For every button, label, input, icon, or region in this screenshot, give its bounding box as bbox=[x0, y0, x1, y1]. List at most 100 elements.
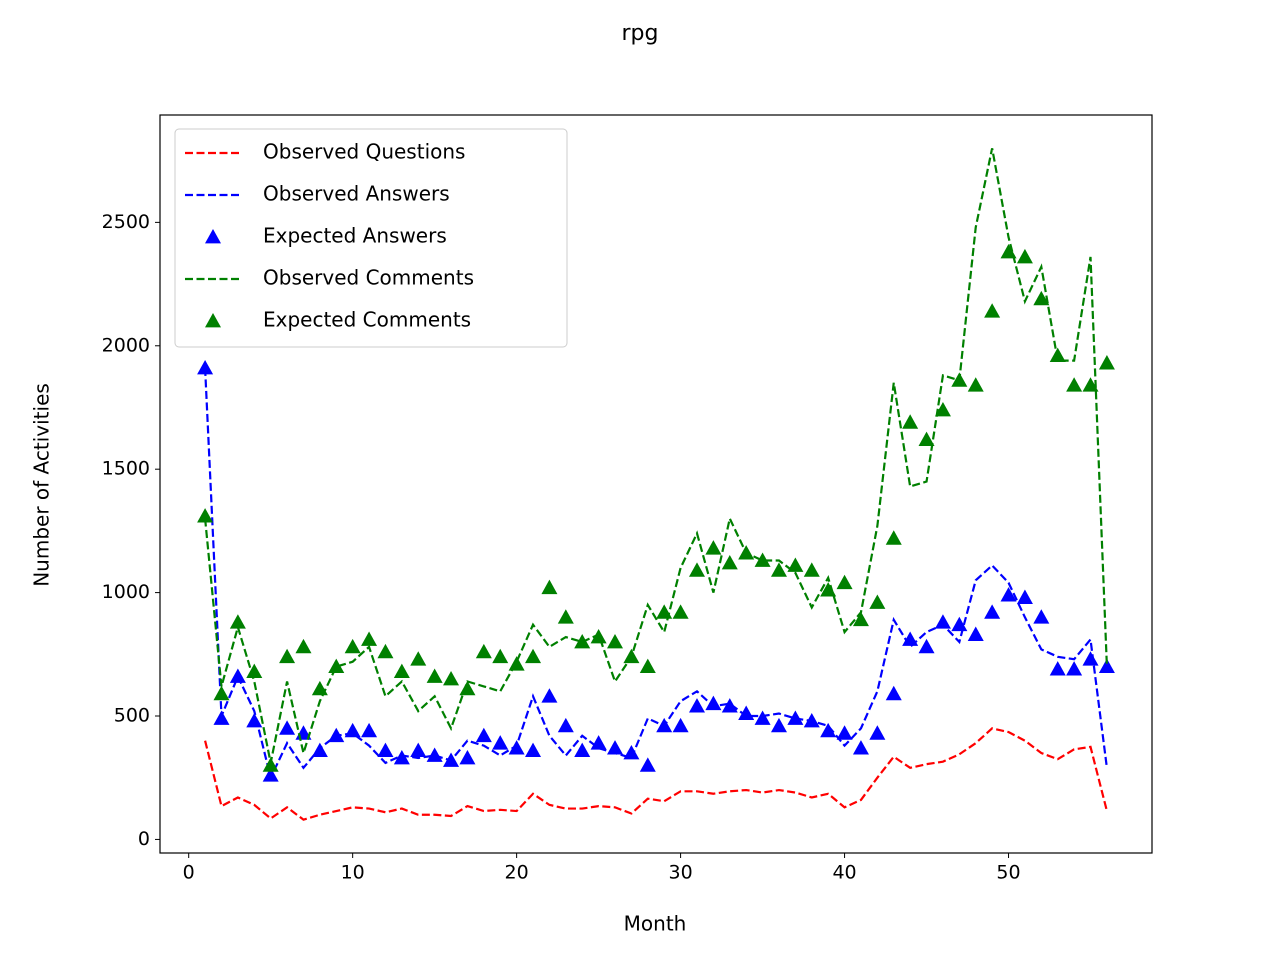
marker bbox=[934, 401, 951, 417]
marker bbox=[836, 725, 853, 740]
marker bbox=[787, 557, 804, 572]
marker bbox=[1082, 377, 1099, 392]
marker bbox=[410, 742, 427, 757]
marker bbox=[902, 631, 919, 646]
marker bbox=[1098, 658, 1115, 674]
marker bbox=[393, 663, 410, 678]
marker bbox=[426, 747, 443, 762]
marker bbox=[475, 643, 492, 659]
marker bbox=[590, 629, 607, 644]
series-line bbox=[203, 148, 1109, 764]
marker bbox=[639, 757, 656, 772]
marker bbox=[279, 648, 296, 664]
marker bbox=[328, 658, 345, 674]
marker bbox=[951, 616, 968, 632]
marker bbox=[770, 717, 787, 733]
marker bbox=[656, 604, 673, 619]
plot-frame bbox=[159, 114, 1153, 854]
marker bbox=[459, 680, 476, 696]
marker bbox=[229, 614, 246, 629]
marker bbox=[443, 752, 460, 767]
marker bbox=[787, 710, 804, 725]
marker bbox=[459, 749, 476, 765]
marker bbox=[508, 740, 525, 755]
marker bbox=[262, 767, 279, 782]
legend-label: Expected Answers bbox=[263, 224, 447, 248]
marker bbox=[918, 431, 935, 446]
marker bbox=[1082, 651, 1099, 666]
marker bbox=[738, 705, 755, 720]
marker bbox=[1049, 661, 1066, 676]
marker bbox=[820, 722, 837, 738]
marker bbox=[574, 742, 591, 757]
marker bbox=[328, 727, 345, 743]
marker bbox=[197, 359, 214, 375]
x-tick-label: 40 bbox=[832, 862, 856, 884]
marker bbox=[705, 695, 722, 711]
marker bbox=[492, 648, 509, 664]
marker bbox=[410, 651, 427, 666]
legend-box bbox=[174, 128, 568, 348]
marker bbox=[213, 710, 230, 725]
legend-label: Observed Comments bbox=[263, 266, 474, 290]
marker bbox=[311, 742, 328, 757]
y-tick-label: 1500 bbox=[102, 458, 150, 480]
marker bbox=[656, 717, 673, 733]
marker bbox=[344, 638, 361, 654]
marker bbox=[738, 545, 755, 560]
marker bbox=[885, 530, 902, 545]
marker bbox=[869, 725, 886, 740]
x-tick-label: 30 bbox=[669, 862, 693, 884]
legend-marker bbox=[205, 229, 221, 244]
marker bbox=[1098, 355, 1115, 370]
marker bbox=[754, 710, 771, 725]
marker bbox=[213, 685, 230, 701]
marker bbox=[229, 668, 246, 683]
marker bbox=[377, 742, 394, 757]
marker bbox=[525, 648, 542, 664]
marker bbox=[361, 631, 378, 646]
marker bbox=[557, 609, 574, 624]
marker bbox=[1066, 377, 1083, 392]
marker bbox=[967, 377, 984, 392]
marker bbox=[377, 643, 394, 659]
marker bbox=[967, 626, 984, 641]
marker bbox=[1066, 661, 1083, 676]
legend-label: Observed Questions bbox=[263, 140, 465, 164]
series-line bbox=[204, 727, 1108, 821]
y-tick-label: 500 bbox=[114, 705, 150, 727]
marker bbox=[869, 594, 886, 609]
marker bbox=[295, 638, 312, 654]
marker bbox=[557, 717, 574, 733]
marker bbox=[1033, 609, 1050, 624]
marker bbox=[721, 554, 738, 570]
marker bbox=[607, 740, 624, 755]
x-tick-label: 20 bbox=[505, 862, 529, 884]
legend: Observed Questions Observed Answers Expect… bbox=[174, 128, 568, 348]
marker bbox=[443, 670, 460, 686]
marker bbox=[934, 614, 951, 629]
marker bbox=[918, 638, 935, 654]
legend-label: Observed Answers bbox=[263, 182, 450, 206]
chart-title: rpg bbox=[622, 21, 659, 46]
series-line bbox=[203, 367, 1109, 781]
x-axis-label: Month bbox=[624, 912, 687, 936]
marker bbox=[639, 658, 656, 674]
marker bbox=[541, 688, 558, 703]
marker bbox=[246, 712, 263, 728]
marker bbox=[984, 604, 1001, 619]
marker bbox=[1016, 248, 1033, 264]
marker bbox=[1016, 589, 1033, 604]
marker bbox=[1000, 243, 1017, 259]
marker bbox=[770, 562, 787, 577]
marker bbox=[705, 540, 722, 555]
marker bbox=[311, 680, 328, 696]
marker bbox=[590, 735, 607, 750]
x-tick-label: 0 bbox=[183, 862, 195, 884]
marker bbox=[754, 552, 771, 567]
marker bbox=[803, 562, 820, 577]
marker bbox=[672, 717, 689, 733]
marker bbox=[836, 574, 853, 590]
